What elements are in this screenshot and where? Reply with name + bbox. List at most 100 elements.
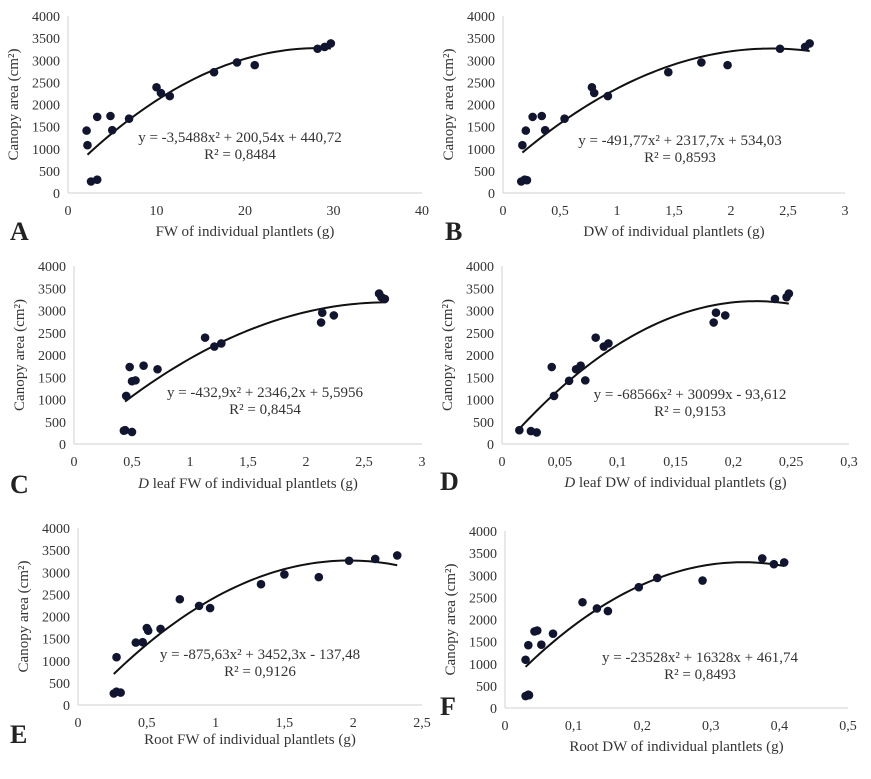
data-point [316,318,326,327]
y-tick-label: 1000 [42,655,70,670]
y-axis-label: Canopy area (cm²) [12,299,28,411]
y-tick-label: 500 [473,416,494,431]
x-tick-label: 2 [728,204,735,219]
y-tick-label: 0 [59,438,66,453]
x-tick-label: 1 [212,716,219,731]
data-point [83,140,92,150]
x-tick-label: 0 [502,719,509,734]
panel-letter: F [440,692,456,721]
data-point [664,67,673,77]
data-point [592,604,602,613]
r-squared: R² = 0,8454 [229,402,301,418]
panel-letter: E [10,720,27,749]
y-tick-label: 1500 [38,371,66,386]
y-tick-label: 3500 [42,544,70,559]
x-axis-label-italic: D [563,475,575,491]
x-tick-label: 0,3 [840,455,858,470]
x-axis-label-italic: D [137,476,149,492]
chart-f: 0 500 1000 1500 2000 2500 3000 3500 4000 0 0,1 0,2 0… [440,525,857,755]
panel-e: 0 500 1000 1500 2000 2500 3000 3500 4000 0 0,5 1 1,5… [0,510,435,765]
x-tick-label: 0,5 [123,455,141,470]
data-point [280,570,289,579]
y-tick-label: 3500 [38,282,66,297]
data-point [125,362,134,372]
y-tick-label: 1000 [467,143,495,158]
y-tick-label: 3500 [32,32,60,47]
data-point [521,126,531,135]
x-tick-label: 0 [71,455,78,470]
x-axis-label: D leaf DW of individual plantlets (g) [563,475,786,491]
panel-a: 0 500 1000 1500 2000 2500 3000 3500 4000 0 10 20 30 4… [0,0,435,255]
chart-d: 0 500 1000 1500 2000 2500 3000 3500 4000 0 0,05 0,1… [440,260,858,496]
data-point [603,91,613,101]
data-point [116,688,125,697]
data-point [392,551,402,560]
x-tick-label: 0,2 [633,719,651,734]
data-point [532,626,542,635]
x-tick-label: 1,5 [276,716,294,731]
data-point [547,362,557,372]
y-axis-label: Canopy area (cm²) [443,564,459,676]
data-point [560,114,569,123]
data-point [131,638,141,647]
data-point [589,88,599,98]
y-tick-label: 3000 [38,305,66,320]
y-tick-label: 500 [476,680,497,695]
data-point [775,44,785,54]
x-tick-label: 0,4 [771,719,789,734]
chart-c: 0 500 1000 1500 2000 2500 3000 3500 4000 0 0,5 1 1,5… [10,260,426,499]
y-tick-label: 2000 [42,611,70,626]
data-point [537,640,546,650]
data-point [518,140,527,150]
y-tick-label: 1500 [32,121,60,136]
data-point [524,640,533,650]
data-point [380,294,390,304]
data-point [524,690,534,700]
trendline [518,300,789,430]
y-tick-label: 500 [39,165,60,180]
data-point [121,391,131,401]
data-point [165,91,175,101]
data-point [576,361,585,370]
y-tick-label: 1000 [32,143,60,158]
data-point [82,126,91,135]
data-point [139,361,148,370]
trendline [521,47,810,154]
y-tick-label: 3000 [32,54,60,69]
data-point [578,597,587,607]
data-point [548,629,558,638]
y-tick-label: 0 [53,187,60,202]
data-point [124,114,134,123]
data-point [210,342,219,351]
data-point [112,652,121,662]
x-axis-label: DW of individual plantlets (g) [583,224,764,240]
x-axis-label-text: leaf FW of individual plantlets (g) [149,476,358,492]
r-squared: R² = 0,8493 [664,667,736,683]
y-tick-label: 2000 [469,614,497,629]
x-axis-label: Root DW of individual plantlets (g) [569,739,783,755]
x-tick-label: 0,05 [548,455,573,470]
x-axis-label-text: DW of individual plantlets (g) [583,224,764,240]
y-tick-label: 3000 [466,305,494,320]
data-point [711,308,721,318]
data-point [591,333,600,342]
regression-equation: y = -432,9x² + 2346,2x + 5,5956 [167,385,364,401]
data-point [92,175,102,185]
data-point [92,112,102,122]
data-point [317,308,327,318]
y-tick-label: 1000 [469,658,497,673]
y-tick-label: 3000 [42,566,70,581]
y-tick-label: 4000 [467,10,495,25]
x-tick-label: 0,5 [551,204,569,219]
data-point [603,606,613,616]
x-tick-label: 2,5 [355,455,373,470]
data-point [521,655,530,665]
data-point [314,572,324,582]
y-tick-label: 2500 [32,76,60,91]
y-tick-label: 1500 [467,121,495,136]
data-point [194,601,204,611]
data-point [723,60,732,70]
y-tick-label: 4000 [32,10,60,25]
panel-c: 0 500 1000 1500 2000 2500 3000 3500 4000 0 0,5 1 1,5… [0,255,435,510]
data-point [709,318,718,327]
